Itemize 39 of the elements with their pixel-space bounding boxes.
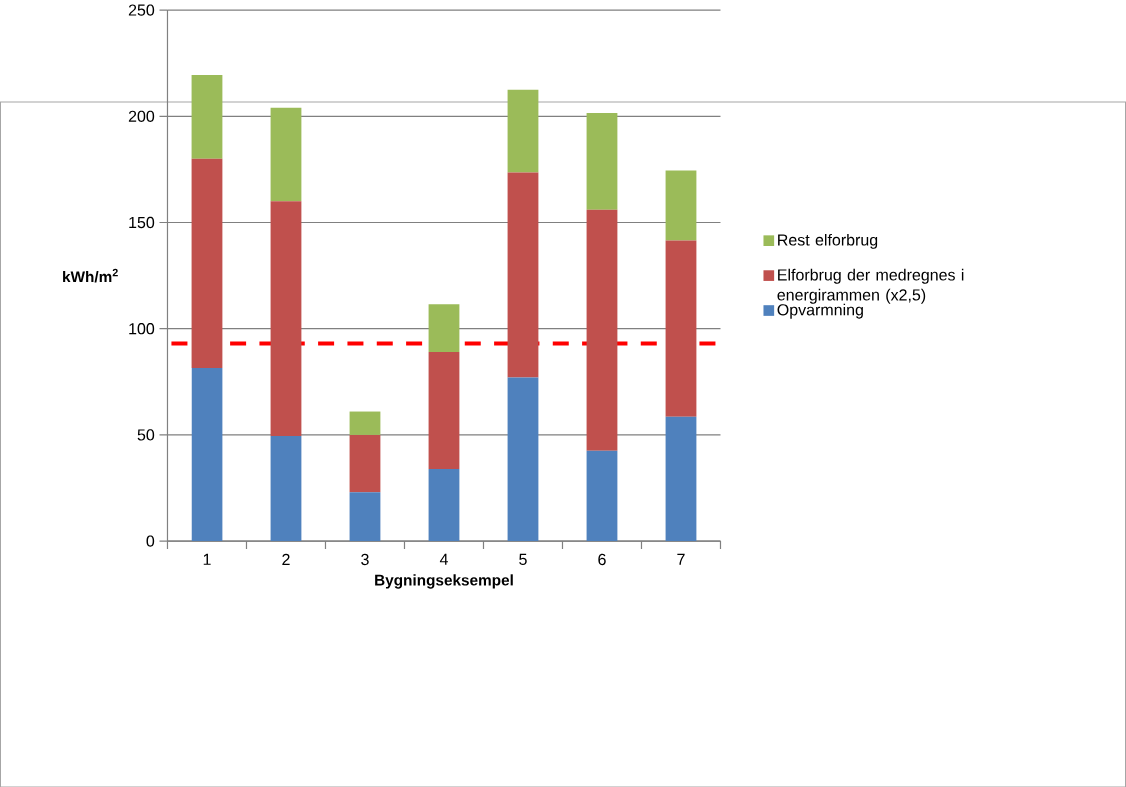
bar — [191, 367, 223, 541]
bar — [665, 416, 697, 541]
y-tick-label: 50 — [137, 429, 155, 441]
bar — [507, 89, 539, 173]
bar — [270, 435, 302, 541]
y-tick-label: 100 — [129, 322, 155, 335]
legend-label: Elforbrug der medregnes i energirammen (x2,5) — [777, 268, 964, 304]
x-axis-title: Bygningseksempel — [375, 574, 513, 589]
x-tick-label: 7 — [677, 553, 685, 565]
y-tick-label: 150 — [129, 216, 155, 228]
bar — [665, 170, 697, 241]
text: kWh/m$^{2}$ — [63, 268, 118, 283]
y-tick-label: 200 — [128, 110, 155, 122]
y-tick-label: 0 — [146, 535, 155, 547]
bar — [349, 434, 381, 493]
bar — [270, 107, 302, 202]
x-tick-label: 6 — [598, 553, 606, 565]
bar — [349, 411, 381, 435]
bar — [507, 172, 539, 378]
bar — [191, 74, 223, 159]
x-tick-label: 1 — [203, 553, 211, 565]
bar — [428, 468, 460, 541]
x-tick-label: 5 — [519, 553, 527, 565]
bar — [428, 351, 460, 469]
x-tick-label: 3 — [361, 553, 369, 565]
legend-label: Rest elforbrug — [778, 233, 878, 249]
bar — [507, 377, 539, 541]
x-tick-label: 2 — [282, 553, 290, 565]
y-tick-label: 250 — [128, 4, 155, 16]
legend-label: Opvarmning — [777, 303, 863, 319]
bar — [586, 450, 618, 541]
x-tick-label: 4 — [439, 553, 448, 565]
bar — [428, 304, 460, 352]
bar — [665, 240, 697, 417]
bar — [349, 492, 381, 541]
bar — [586, 112, 618, 210]
bar — [270, 201, 302, 436]
bar — [191, 158, 223, 368]
bar — [586, 209, 618, 451]
